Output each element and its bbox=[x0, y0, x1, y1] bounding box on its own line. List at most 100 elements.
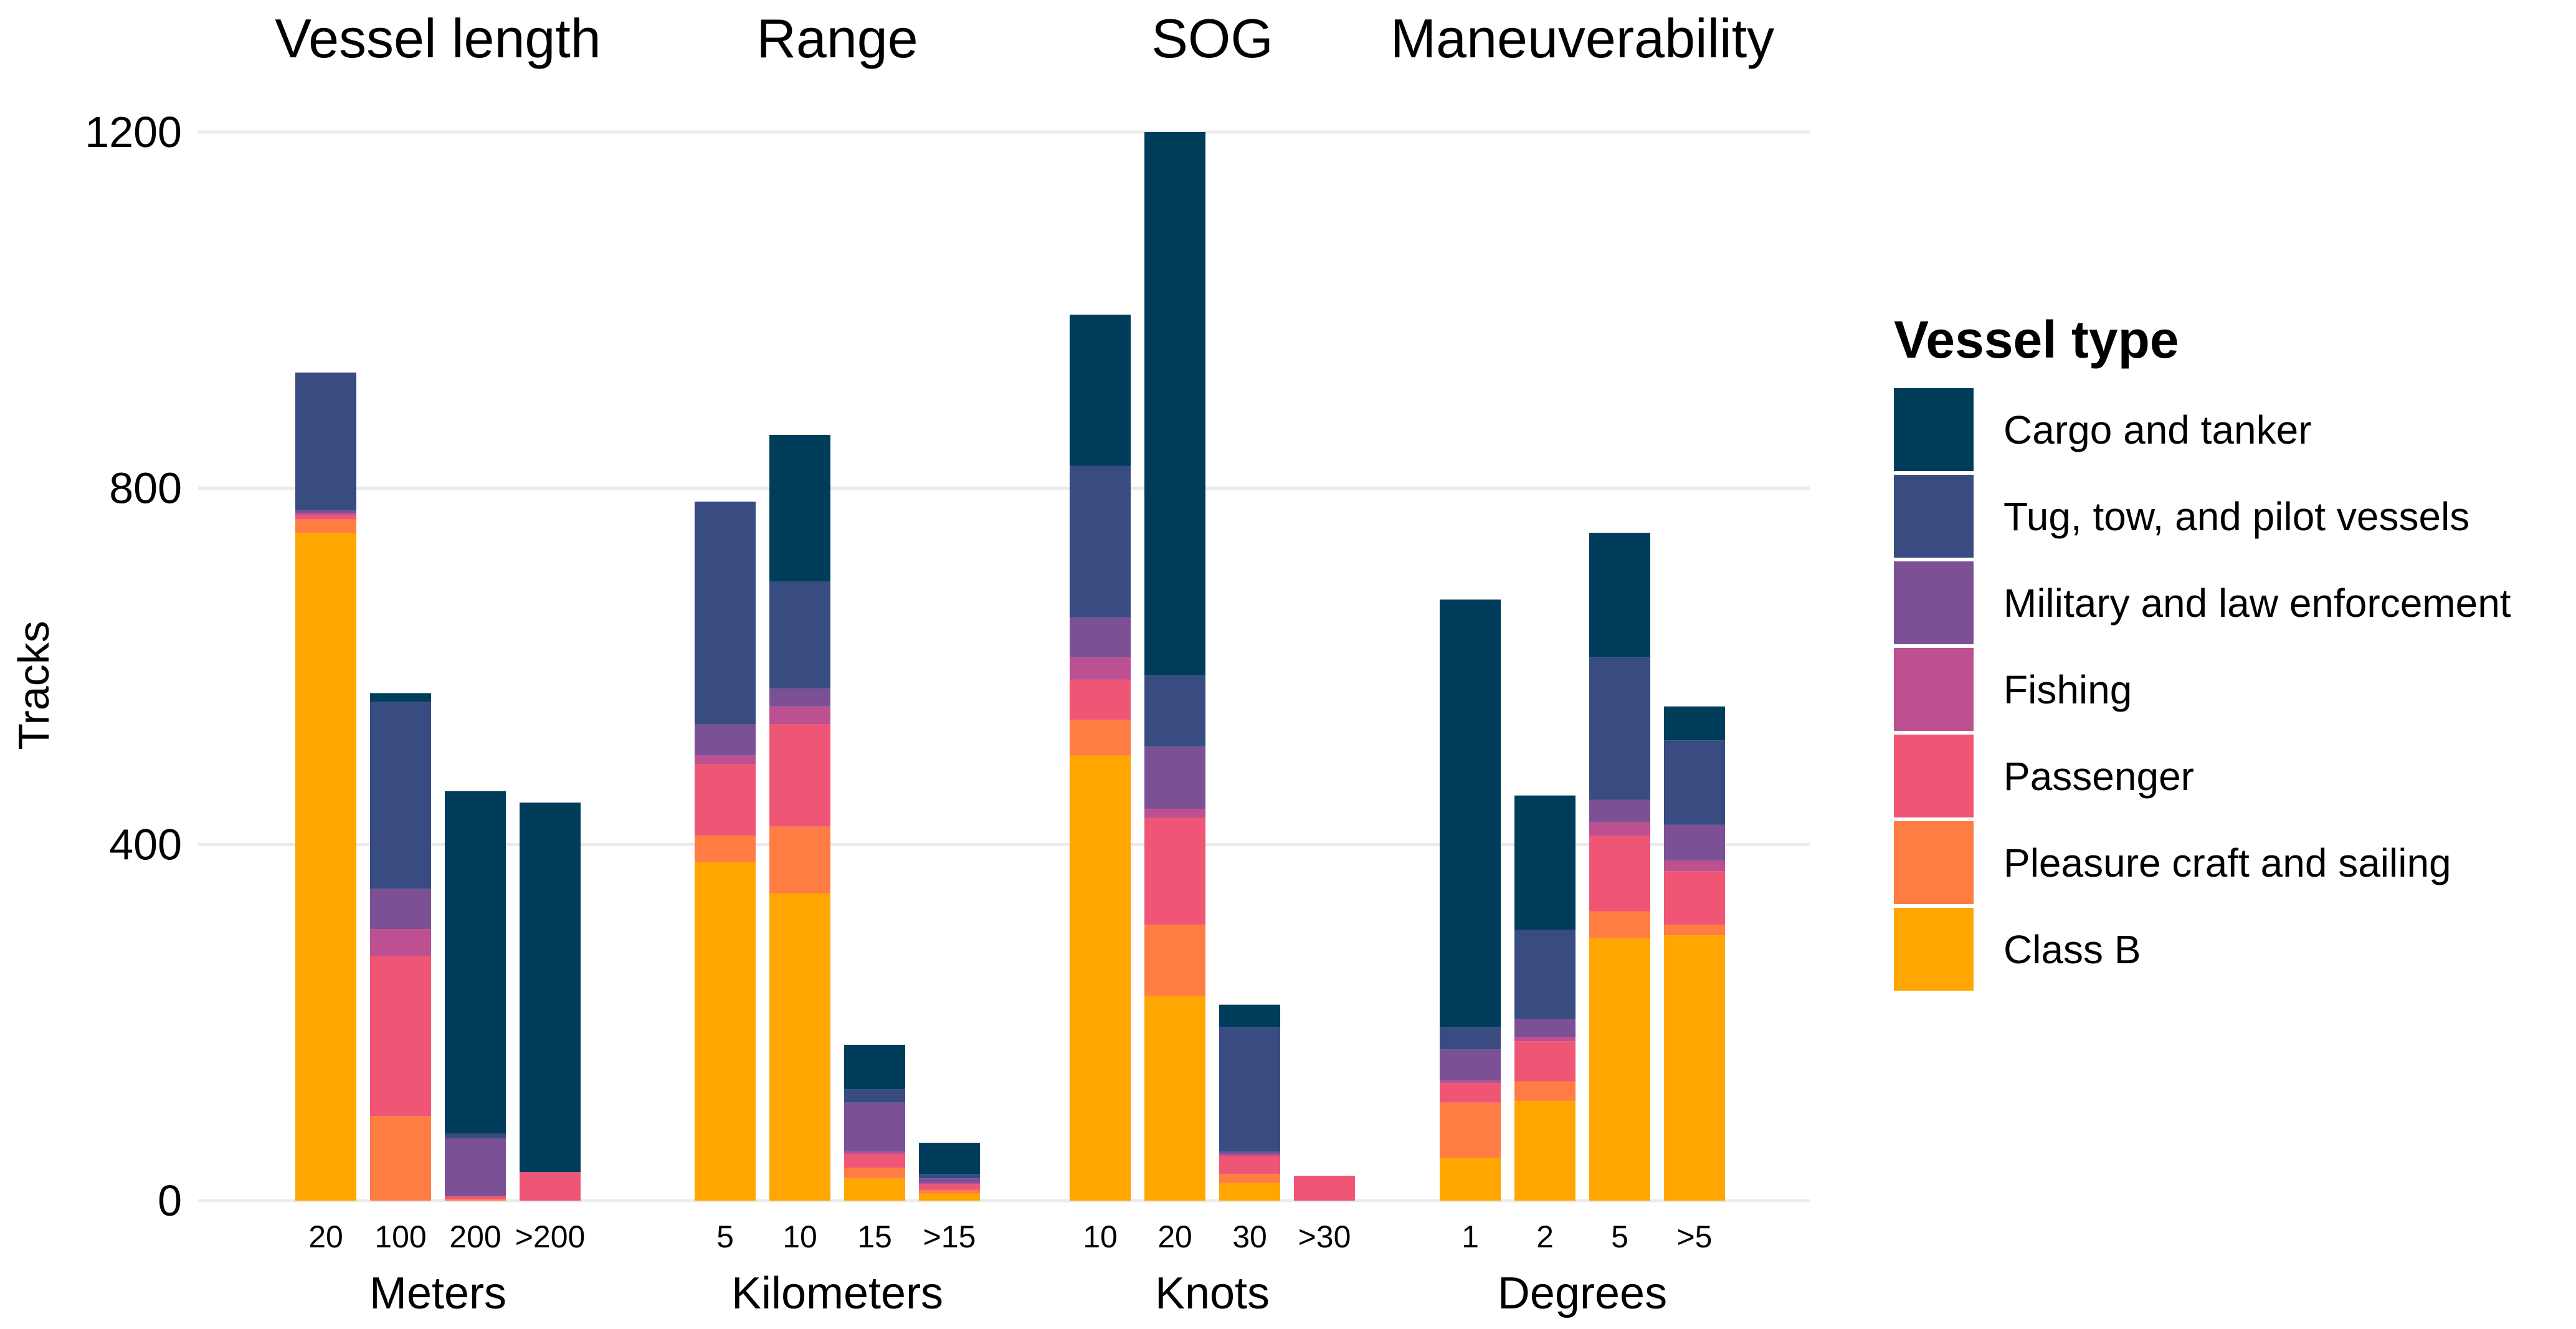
bar-stack bbox=[1070, 314, 1131, 1201]
x-tick-label: 200 bbox=[449, 1219, 501, 1254]
x-tick-label: 1 bbox=[1461, 1219, 1479, 1254]
bar-stack bbox=[295, 372, 356, 1201]
bar-stack bbox=[769, 434, 830, 1201]
bar-segment bbox=[1219, 1174, 1280, 1183]
bar-segment bbox=[295, 372, 356, 511]
bar-segment bbox=[1664, 824, 1725, 861]
bar-segment bbox=[844, 1178, 905, 1201]
bar-segment bbox=[520, 1172, 581, 1201]
bar-segment bbox=[1514, 795, 1576, 930]
bar-segment bbox=[919, 1184, 980, 1190]
bar-stack bbox=[1219, 1004, 1280, 1201]
bar-stack bbox=[370, 693, 431, 1201]
bar-segment bbox=[1219, 1154, 1280, 1156]
bar-segment bbox=[295, 533, 356, 1201]
legend-label: Pleasure craft and sailing bbox=[2003, 840, 2451, 885]
bar-segment bbox=[1219, 1004, 1280, 1027]
bar-segment bbox=[1070, 679, 1131, 720]
x-axis-title: Knots bbox=[1155, 1269, 1270, 1318]
bar-segment bbox=[844, 1168, 905, 1179]
bar-segment bbox=[695, 764, 756, 836]
bar-segment bbox=[1664, 871, 1725, 925]
legend-item: Passenger bbox=[1894, 733, 2567, 819]
bar-segment bbox=[370, 693, 431, 702]
bar-segment bbox=[445, 791, 506, 1134]
bar-segment bbox=[844, 1044, 905, 1090]
bar-segment bbox=[1514, 1041, 1576, 1082]
y-axis-tick-labels: 0 400 800 1200 bbox=[85, 108, 182, 1225]
bar-segment bbox=[1440, 1080, 1501, 1084]
bar-segment bbox=[1440, 1083, 1501, 1103]
bar-segment bbox=[769, 706, 830, 725]
bar-segment bbox=[1514, 1037, 1576, 1042]
legend-label: Fishing bbox=[2003, 667, 2132, 712]
y-axis-title: Tracks bbox=[9, 621, 58, 750]
bar-stack bbox=[1144, 132, 1205, 1201]
bar-segment bbox=[1219, 1156, 1280, 1174]
bar-segment bbox=[1144, 132, 1205, 675]
legend-item: Cargo and tanker bbox=[1894, 386, 2567, 473]
bar-segment bbox=[1144, 746, 1205, 809]
legend-item: Fishing bbox=[1894, 646, 2567, 733]
legend-item: Pleasure craft and sailing bbox=[1894, 819, 2567, 906]
legend-swatch bbox=[1894, 648, 1974, 731]
bars bbox=[295, 132, 1725, 1201]
x-tick-label: >200 bbox=[515, 1219, 586, 1254]
bar-segment bbox=[295, 510, 356, 513]
bar-segment bbox=[1070, 465, 1131, 617]
bar-segment bbox=[1589, 799, 1650, 822]
bar-segment bbox=[695, 724, 756, 756]
bar-segment bbox=[1070, 314, 1131, 466]
x-tick-label: >5 bbox=[1676, 1219, 1712, 1254]
legend-label: Military and law enforcement bbox=[2003, 580, 2511, 626]
panel-title: Range bbox=[756, 7, 918, 69]
bar-stack bbox=[445, 791, 506, 1201]
bar-stack bbox=[1294, 1175, 1355, 1201]
bar-segment bbox=[695, 755, 756, 765]
panel-labels: Vessel length Meters Range Kilometers SOG Kno… bbox=[275, 7, 1774, 1318]
bar-segment bbox=[445, 1133, 506, 1138]
legend-title: Vessel type bbox=[1894, 310, 2179, 369]
bar-segment bbox=[1514, 1100, 1576, 1201]
bar-segment bbox=[1219, 1027, 1280, 1152]
bar-segment bbox=[1144, 996, 1205, 1201]
bar-segment bbox=[1070, 720, 1131, 756]
bar-stack bbox=[520, 803, 581, 1201]
x-tick-label: 20 bbox=[308, 1219, 343, 1254]
bar-segment bbox=[919, 1183, 980, 1185]
bar-segment bbox=[695, 502, 756, 725]
bar-segment bbox=[445, 1196, 506, 1199]
legend-swatch bbox=[1894, 735, 1974, 817]
bar-segment bbox=[769, 581, 830, 689]
bar-segment bbox=[769, 434, 830, 582]
legend-swatch bbox=[1894, 821, 1974, 904]
legend-items: Cargo and tanker Tug, tow, and pilot vess… bbox=[1894, 386, 2567, 993]
legend-swatch bbox=[1894, 561, 1974, 644]
bar-segment bbox=[919, 1178, 980, 1183]
bar-segment bbox=[769, 893, 830, 1201]
bar-segment bbox=[1219, 1183, 1280, 1201]
y-tick-label: 800 bbox=[109, 464, 182, 513]
legend-label: Class B bbox=[2003, 926, 2141, 972]
bar-segment bbox=[919, 1189, 980, 1194]
x-tick-label: 10 bbox=[782, 1219, 817, 1254]
legend-label: Tug, tow, and pilot vessels bbox=[2003, 493, 2470, 539]
bar-segment bbox=[1514, 930, 1576, 1019]
bar-segment bbox=[370, 1116, 431, 1201]
panel-4 bbox=[1440, 533, 1725, 1201]
bar-segment bbox=[1589, 657, 1650, 800]
bar-segment bbox=[520, 803, 581, 1173]
bar-segment bbox=[769, 724, 830, 827]
bar-segment bbox=[370, 702, 431, 889]
bar-segment bbox=[1589, 533, 1650, 658]
bar-segment bbox=[1070, 617, 1131, 658]
bar-segment bbox=[1144, 924, 1205, 996]
legend-label: Cargo and tanker bbox=[2003, 407, 2312, 452]
x-axis-title: Degrees bbox=[1498, 1269, 1667, 1318]
x-tick-label: 30 bbox=[1232, 1219, 1267, 1254]
legend-item: Military and law enforcement bbox=[1894, 560, 2567, 646]
x-tick-label: 2 bbox=[1536, 1219, 1554, 1254]
bar-segment bbox=[1294, 1175, 1355, 1201]
bar-segment bbox=[1664, 935, 1725, 1201]
bar-segment bbox=[1589, 822, 1650, 836]
